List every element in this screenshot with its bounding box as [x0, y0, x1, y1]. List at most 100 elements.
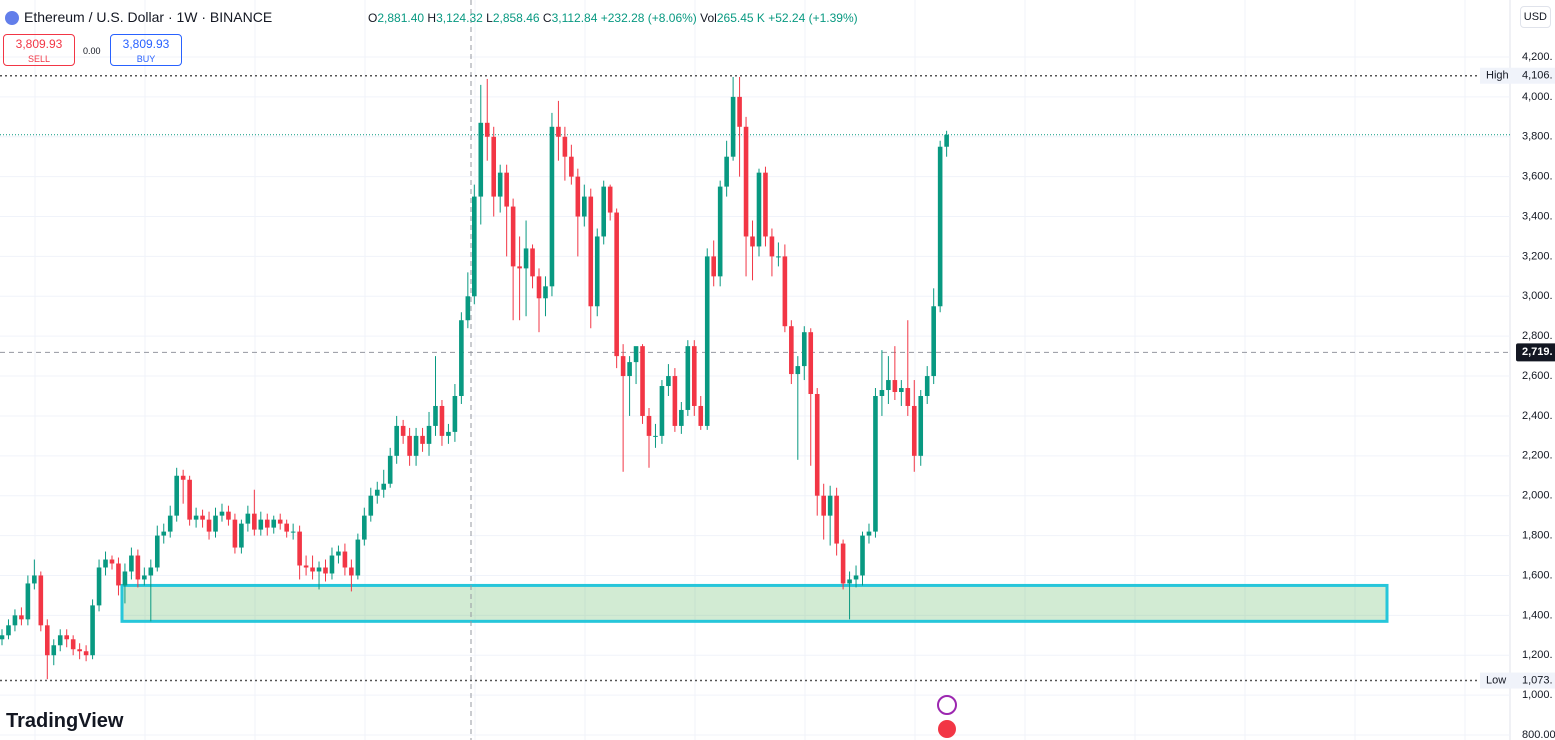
candle-body: [840, 543, 846, 584]
candle-body: [704, 256, 710, 426]
y-tick-label: 3,200.: [1522, 250, 1553, 262]
candle-body: [116, 563, 121, 586]
candle-body: [827, 495, 833, 516]
candle-body: [679, 409, 684, 426]
y-tick-label: 1,800.: [1522, 529, 1553, 541]
y-tick-label: 3,600.: [1522, 171, 1553, 183]
candle-body: [368, 495, 374, 516]
candle-body: [109, 559, 115, 564]
candle-body: [866, 531, 872, 536]
high_line-label-bg: [1512, 67, 1555, 84]
eth-icon: [5, 11, 19, 25]
vol-label: Vol: [700, 11, 717, 25]
y-tick-label: 800.00: [1522, 729, 1555, 740]
candle-body: [446, 431, 451, 436]
candle-body: [154, 535, 160, 568]
candle-body: [258, 519, 264, 530]
candle-body: [25, 583, 31, 620]
candle-body: [284, 523, 289, 532]
low_line-label: 1,073.: [1522, 674, 1553, 686]
currency[interactable]: USD: [1519, 6, 1551, 28]
candle-body: [174, 475, 179, 516]
y-tick-label: 2,400.: [1522, 410, 1553, 422]
candle-body: [96, 567, 102, 606]
candle-body: [937, 146, 943, 307]
candle-body: [12, 615, 18, 626]
candle-body: [465, 296, 471, 321]
candle-body: [77, 649, 82, 652]
candle-body: [497, 172, 503, 197]
candle-body: [90, 605, 95, 656]
candle-body: [478, 122, 484, 197]
candle-body: [750, 236, 755, 247]
candle-body: [834, 495, 839, 544]
candle-body: [362, 515, 367, 540]
candle-body: [51, 645, 57, 656]
h: 3,124.32: [436, 11, 483, 25]
candle-body: [924, 376, 930, 396]
candle-body: [795, 366, 801, 375]
buy-label: BUY: [136, 54, 156, 64]
y-tick-label: 4,000.: [1522, 91, 1553, 103]
candle-body: [944, 134, 949, 147]
l-label: L: [486, 11, 493, 25]
candle-body: [342, 551, 348, 568]
sell-price: 3,809.93: [15, 37, 63, 51]
high_line-label: 4,106.: [1522, 70, 1553, 82]
c: 3,112.84: [551, 11, 598, 25]
y-tick-label: 2,000.: [1522, 490, 1553, 502]
candle-body: [264, 519, 270, 528]
candle-body: [407, 435, 412, 456]
low_line-name-bg: [1480, 672, 1512, 689]
candle-body: [821, 495, 826, 516]
vol-change: +52.24 (+1.39%): [768, 11, 858, 25]
candle-body: [789, 326, 794, 375]
candle-body: [905, 388, 911, 406]
candle-body: [135, 555, 141, 580]
candle-body: [510, 206, 516, 267]
candle-body: [252, 513, 257, 530]
event-icon: [938, 720, 956, 738]
candle-body: [646, 415, 652, 436]
ohlc: O2,881.40 H3,124.32 L2,858.46 C3,112.84 …: [368, 11, 858, 25]
candle-body: [64, 635, 69, 640]
candle-body: [614, 212, 619, 357]
candle-body: [83, 651, 89, 656]
candle-body: [899, 388, 904, 393]
candle-body: [575, 176, 581, 217]
low_line-label-bg: [1512, 672, 1555, 689]
candle-body: [303, 565, 309, 568]
y-tick-label: 3,400.: [1522, 210, 1553, 222]
candle-body: [57, 635, 63, 646]
candle-body: [620, 356, 626, 377]
candle-body: [782, 256, 788, 327]
candle-body: [277, 519, 283, 524]
candle-body: [776, 256, 781, 258]
candle-body: [167, 515, 173, 532]
high_line-name-bg: [1480, 67, 1512, 84]
o: 2,881.40: [377, 11, 425, 25]
candle-body: [549, 126, 555, 287]
candle-body: [129, 555, 134, 572]
candle-body: [517, 266, 522, 269]
candle-body: [180, 475, 186, 480]
candle-body: [756, 172, 762, 247]
candle-body: [724, 156, 729, 187]
candle-body: [931, 306, 936, 377]
candle-body: [355, 539, 361, 576]
candle-body: [918, 396, 924, 456]
y-tick-label: 1,600.: [1522, 569, 1553, 581]
candle-body: [737, 96, 742, 127]
candle-body: [219, 511, 225, 516]
candle-body: [886, 380, 891, 391]
candle-body: [711, 256, 716, 277]
candle-body: [879, 390, 885, 396]
candle-body: [290, 531, 296, 533]
candle-body: [743, 126, 749, 237]
volume: 265.45 K: [716, 11, 765, 25]
candle-body: [0, 635, 5, 640]
sell-button[interactable]: 3,809.93 SELL: [3, 34, 75, 66]
buy-button[interactable]: 3,809.93 BUY: [110, 34, 182, 66]
candle-body: [226, 511, 231, 520]
